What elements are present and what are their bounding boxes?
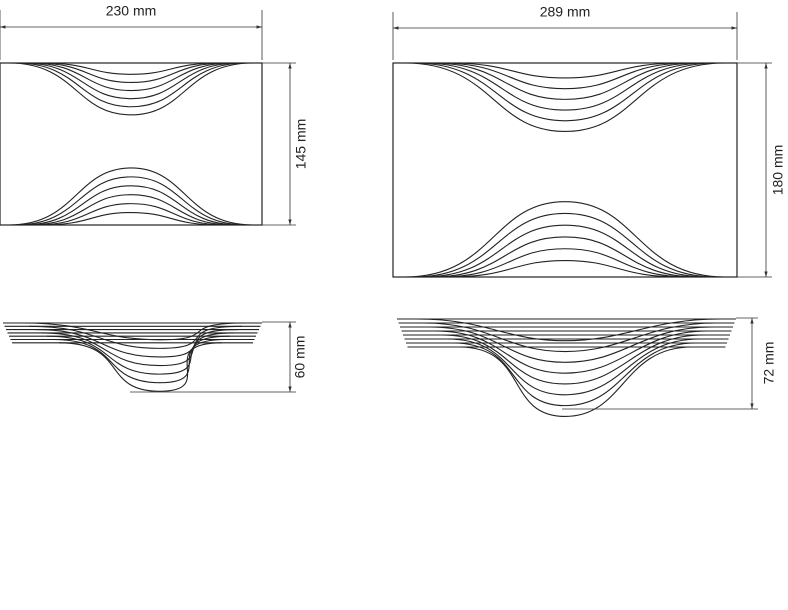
wave-line [440,334,705,385]
wave-line [413,62,717,122]
wave-line [434,330,709,374]
wave-line [458,346,693,417]
wave-line [430,236,700,278]
panel-outline [0,62,263,226]
wave-line [35,62,227,83]
height-label: 145 mm [293,119,309,170]
wave-line [448,62,682,79]
wave-line [448,259,682,278]
wave-line [28,62,234,92]
wave-line [9,167,253,226]
wave-line [439,248,691,278]
wave-line [15,176,247,226]
wave-line [41,62,221,75]
wave-line [9,62,253,116]
wave-line [41,211,221,226]
wave-line [422,322,717,353]
depth-label: 72 mm [761,342,777,385]
wave-line [452,342,697,407]
height-label: 180 mm [770,145,786,196]
wave-line [46,335,231,375]
wave-line [405,201,725,278]
wave-line [405,62,725,133]
wave-line [35,203,227,226]
wave-line [22,185,240,226]
wave-line [446,338,701,396]
wave-line [416,318,721,342]
wave-line [430,62,700,100]
wave-line [22,62,240,100]
wave-line [422,62,708,111]
wave-line [422,224,708,278]
wave-line [439,62,691,90]
wave-line [28,325,243,349]
depth-label: 60 mm [292,336,308,379]
width-label: 289 mm [540,4,591,20]
panel-outline [392,62,738,278]
wave-line [58,342,223,392]
wave-line [413,212,717,278]
wave-line [15,62,247,108]
artwork [0,62,738,417]
wave-line [28,194,234,226]
width-label: 230 mm [106,3,157,19]
